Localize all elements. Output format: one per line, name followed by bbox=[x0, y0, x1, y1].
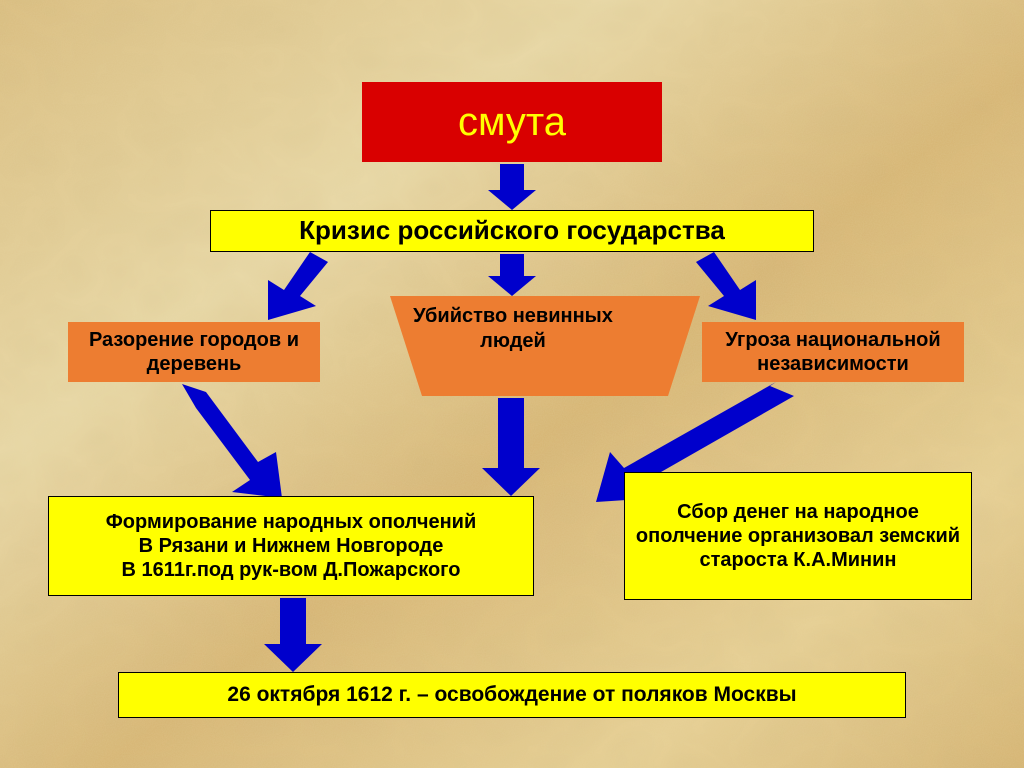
crisis-box: Кризис российского государства bbox=[210, 210, 814, 252]
formation-line-0: Формирование народных ополчений bbox=[106, 510, 477, 534]
branch-mid-box: Убийство невинных людей bbox=[390, 296, 636, 396]
bottom-box: 26 октября 1612 г. – освобождение от пол… bbox=[118, 672, 906, 718]
title-box: смута bbox=[362, 82, 662, 162]
collection-box: Сбор денег на народное ополчение организ… bbox=[624, 472, 972, 600]
branch-left-box: Разорение городов и деревень bbox=[68, 322, 320, 382]
bottom-text: 26 октября 1612 г. – освобождение от пол… bbox=[227, 682, 796, 707]
title-text: смута bbox=[458, 98, 566, 146]
branch-right-box: Угроза национальной независимости bbox=[702, 322, 964, 382]
formation-line-2: В 1611г.под рук-вом Д.Пожарского bbox=[122, 558, 461, 582]
branch-mid-text: Убийство невинных людей bbox=[390, 304, 636, 354]
branch-left-text: Разорение городов и деревень bbox=[76, 328, 312, 376]
formation-box: Формирование народных ополчений В Рязани… bbox=[48, 496, 534, 596]
collection-text: Сбор денег на народное ополчение организ… bbox=[633, 500, 963, 572]
formation-line-1: В Рязани и Нижнем Новгороде bbox=[139, 534, 444, 558]
crisis-text: Кризис российского государства bbox=[299, 215, 725, 246]
branch-right-text: Угроза национальной независимости bbox=[710, 328, 956, 376]
slide-root: смута Кризис российского государства Раз… bbox=[0, 0, 1024, 768]
